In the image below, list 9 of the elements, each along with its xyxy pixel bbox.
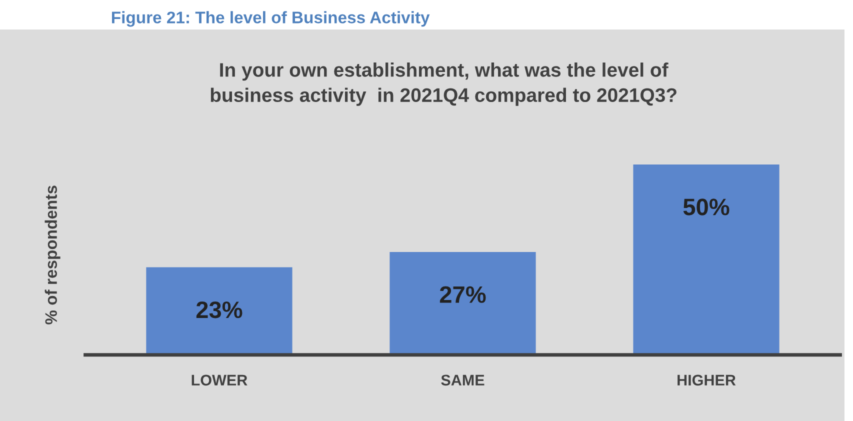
data-label: 23% (196, 301, 242, 318)
data-label: 50% (683, 198, 730, 216)
chart-title: In your own establishment, what was the level of business activity in 2021Q4 compared to 2021Q3? (210, 62, 676, 106)
chart-subtitle: Figure 21: The level of Business Activity (112, 11, 430, 27)
y-axis-title: % of respondents (44, 186, 60, 324)
x-tick-label: LOWER (192, 374, 248, 386)
x-tick-label: HIGHER (678, 374, 736, 386)
x-tick-label: SAME (441, 374, 484, 386)
data-label: 27% (440, 286, 486, 303)
